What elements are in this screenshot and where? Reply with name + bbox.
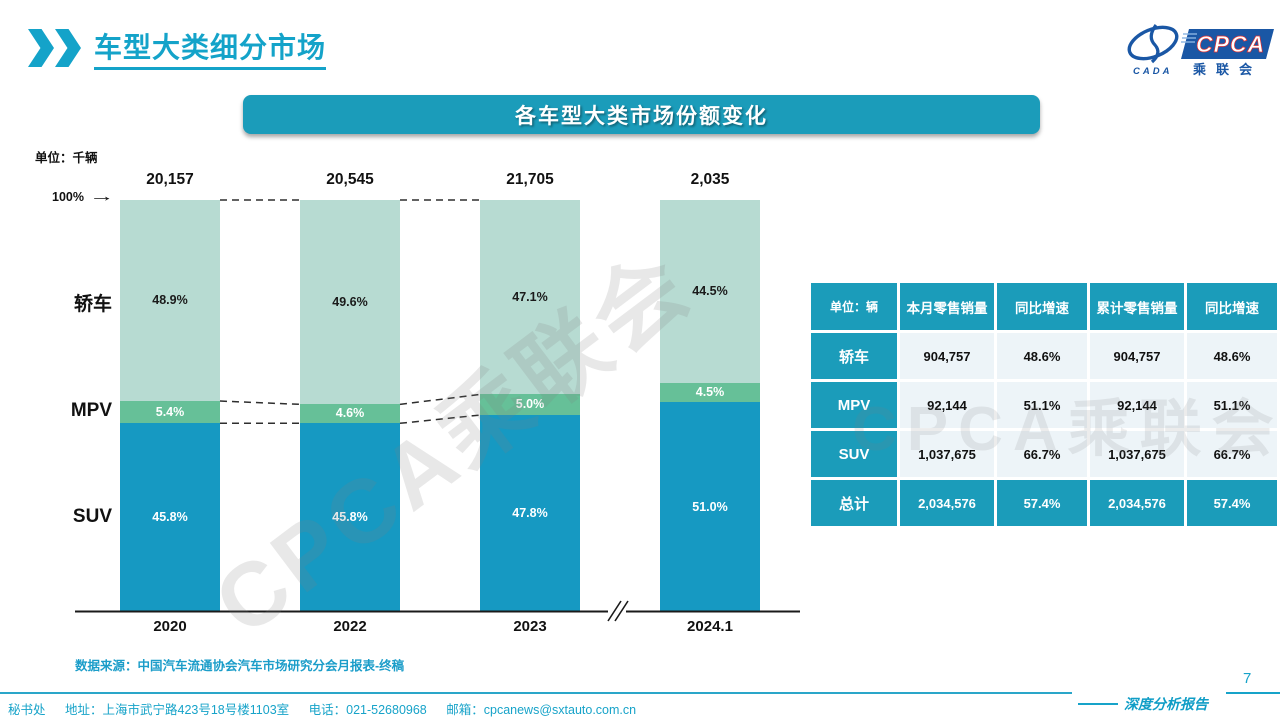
bar-value-label: 4.5% <box>695 385 725 400</box>
bar-value-label: 5.0% <box>515 397 545 412</box>
bar-segment-sedan-2022: 49.6% <box>300 200 400 405</box>
bar-value-label: 51.0% <box>692 499 728 514</box>
table-cell: 48.6% <box>1187 333 1277 379</box>
bar-segment-suv-2024.1: 51.0% <box>660 401 760 612</box>
bar-segment-suv-2020: 45.8% <box>120 423 220 612</box>
report-label-line <box>1226 692 1280 694</box>
axis-100-text: 100% <box>52 189 84 204</box>
page-number: 7 <box>1243 670 1252 687</box>
series-label-mpv: MPV <box>70 400 112 422</box>
report-label-line <box>1078 703 1118 705</box>
table-row-label: SUV <box>811 431 897 477</box>
footer-address: 地址：上海市武宁路423号18号楼1103室 <box>65 703 290 717</box>
table-cell: 2,034,576 <box>1090 480 1184 526</box>
footer: 秘书处 地址：上海市武宁路423号18号楼1103室 电话：021-526809… <box>8 699 652 718</box>
table-row-label: 总计 <box>811 480 897 526</box>
cpca-label: CPCA <box>1196 31 1265 57</box>
series-label-sedan: 轿车 <box>73 293 112 315</box>
table-cell: 51.1% <box>1187 382 1277 428</box>
x-axis-label: 2024.1 <box>687 618 733 635</box>
table-header-cell: 本月零售销量 <box>900 283 994 330</box>
table-cell: 92,144 <box>1090 382 1184 428</box>
table-cell: 57.4% <box>1187 480 1277 526</box>
bar-value-label: 49.6% <box>332 295 368 309</box>
table-cell: 51.1% <box>997 382 1087 428</box>
bar-segment-sedan-2020: 48.9% <box>120 200 220 402</box>
table-cell: 66.7% <box>997 431 1087 477</box>
cada-swoosh-icon <box>1149 24 1160 64</box>
bar-value-label: 44.5% <box>692 284 728 298</box>
footer-phone: 电话：021-52680968 <box>308 703 427 717</box>
table-row-label: 轿车 <box>811 333 897 379</box>
chart-banner-title: 各车型大类市场份额变化 <box>515 104 768 128</box>
footer-email: 邮箱：cpcanews@sxtauto.com.cn <box>446 703 637 717</box>
table-cell: 92,144 <box>900 382 994 428</box>
table-cell: 904,757 <box>1090 333 1184 379</box>
x-axis-label: 2022 <box>333 618 367 635</box>
bar-segment-sedan-2023: 47.1% <box>480 200 580 395</box>
chart-banner: 各车型大类市场份额变化 <box>243 95 1040 134</box>
table-cell: 904,757 <box>900 333 994 379</box>
cpca-sub-label: 乘联会 <box>1192 62 1262 77</box>
bar-value-label: 47.8% <box>512 506 548 521</box>
bar-value-label: 48.9% <box>152 293 188 307</box>
footer-secretariat: 秘书处 <box>8 703 46 717</box>
bar-segment-suv-2023: 47.8% <box>480 415 580 612</box>
axis-100-label: 100% → <box>52 188 114 205</box>
right-arrow-icon: → <box>88 188 115 205</box>
bar-total-label: 20,545 <box>326 171 374 188</box>
x-axis-label: 2020 <box>153 618 187 635</box>
bar-segment-mpv-2020: 5.4% <box>120 401 220 424</box>
bar-total-label: 2,035 <box>690 171 730 188</box>
table-cell: 1,037,675 <box>900 431 994 477</box>
series-label-suv: SUV <box>72 505 112 527</box>
cada-label: CADA <box>1133 66 1172 77</box>
bar-value-label: 45.8% <box>152 510 188 525</box>
page-title: 车型大类细分市场 <box>94 26 327 70</box>
bar-segment-mpv-2023: 5.0% <box>480 394 580 416</box>
table-cell: 66.7% <box>1187 431 1277 477</box>
report-label: 深度分析报告 <box>1124 698 1208 713</box>
table-header-cell: 同比增速 <box>1187 283 1277 330</box>
page-header: 车型大类细分市场 <box>28 26 327 70</box>
bar-total-label: 20,157 <box>146 171 194 188</box>
table-row-label: MPV <box>811 382 897 428</box>
bar-segment-sedan-2024.1: 44.5% <box>660 200 760 384</box>
footer-divider <box>0 692 1072 694</box>
unit-label: 单位：千辆 <box>35 151 98 165</box>
bar-value-label: 4.6% <box>335 406 365 421</box>
bar-segment-suv-2022: 45.8% <box>300 423 400 612</box>
cpca-box <box>1181 29 1274 59</box>
bar-total-label: 21,705 <box>506 171 554 188</box>
table-header-unit: 单位：辆 <box>811 283 897 330</box>
summary-table: 单位：辆 本月零售销量 同比增速 累计零售销量 同比增速 轿车 904,757 48.6% 90… <box>811 283 1277 526</box>
table-cell: 1,037,675 <box>1090 431 1184 477</box>
table-header-cell: 同比增速 <box>997 283 1087 330</box>
bar-segment-mpv-2022: 4.6% <box>300 404 400 424</box>
bar-segment-mpv-2024.1: 4.5% <box>660 383 760 402</box>
bar-value-label: 45.8% <box>332 510 368 525</box>
bar-value-label: 47.1% <box>512 290 548 304</box>
data-source-note: 数据来源：中国汽车流通协会汽车市场研究分会月报表-终稿 <box>75 659 405 673</box>
x-axis-label: 2023 <box>513 618 547 635</box>
table-cell: 57.4% <box>997 480 1087 526</box>
table-cell: 2,034,576 <box>900 480 994 526</box>
bar-value-label: 5.4% <box>155 405 185 420</box>
table-cell: 48.6% <box>997 333 1087 379</box>
table-header-cell: 累计零售销量 <box>1090 283 1184 330</box>
cpca-logo: CADA CPCA 乘联会 <box>1127 24 1274 77</box>
